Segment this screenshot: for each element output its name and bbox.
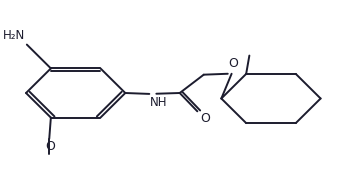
Text: O: O [200, 112, 211, 125]
Text: O: O [46, 140, 55, 153]
Text: NH: NH [150, 96, 168, 109]
Text: H₂N: H₂N [3, 29, 25, 42]
Text: O: O [228, 57, 238, 70]
